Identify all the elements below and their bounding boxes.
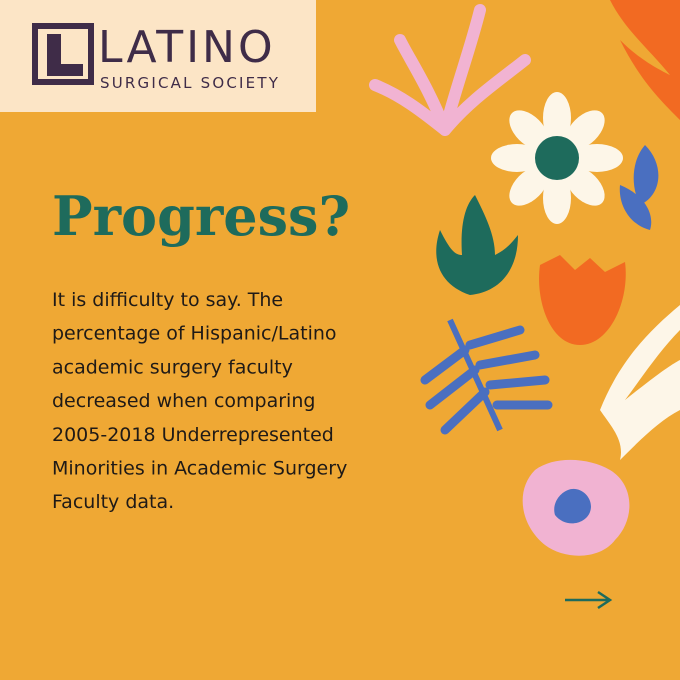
body-line: academic surgery faculty	[52, 356, 293, 378]
logo-name: LATINO	[98, 22, 276, 73]
title: Progress?	[52, 184, 350, 248]
body-line: decreased when comparing	[52, 390, 315, 412]
logo-subtitle: SURGICAL SOCIETY	[100, 74, 280, 92]
body-line: percentage of Hispanic/Latino	[52, 323, 337, 345]
body-text: It is difficulty to say. The percentage o…	[52, 289, 347, 513]
decoration	[369, 0, 680, 610]
logo-icon	[32, 23, 94, 85]
body-line: Faculty data.	[52, 491, 174, 513]
body-line: 2005-2018 Underrepresented	[52, 424, 334, 446]
body-line: Minorities in Academic Surgery	[52, 458, 347, 480]
body-line: It is difficulty to say. The	[52, 289, 283, 311]
